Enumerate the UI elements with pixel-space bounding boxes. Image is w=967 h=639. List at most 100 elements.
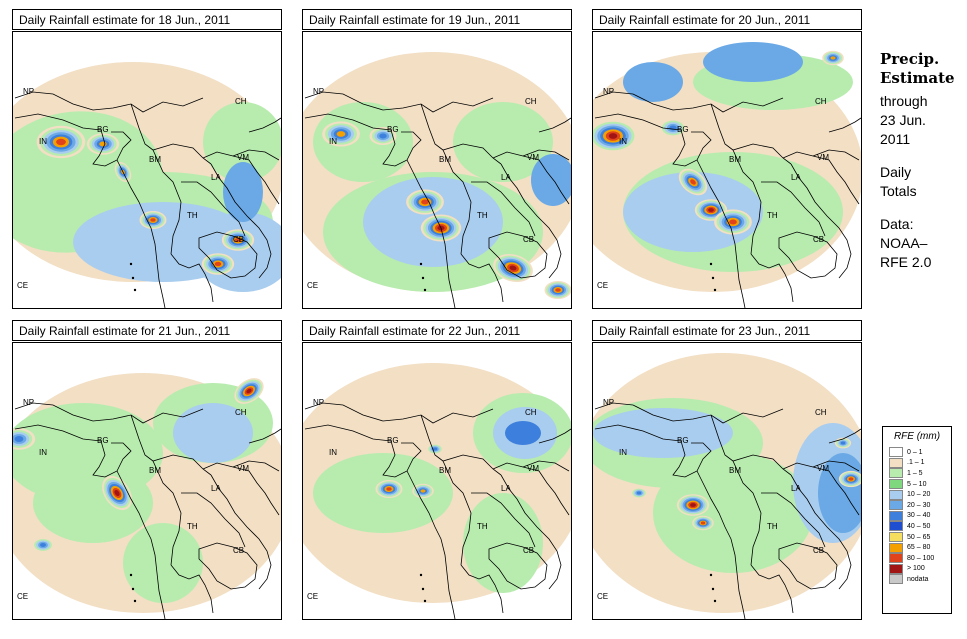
- country-label-la: LA: [501, 173, 511, 182]
- country-label-ce: CE: [307, 592, 318, 601]
- caption-title-line2: Estimate: [880, 69, 955, 87]
- rainfall-map: NP CH IN BG BM VM LA TH CB CE: [12, 31, 282, 309]
- map-panel-23-jun: Daily Rainfall estimate for 23 Jun., 201…: [592, 320, 862, 620]
- country-border: [696, 470, 746, 619]
- country-border: [538, 117, 571, 133]
- country-border: [304, 424, 392, 442]
- country-border: [672, 129, 712, 167]
- country-border: [181, 181, 246, 237]
- country-label-th: TH: [477, 522, 488, 531]
- panel-title: Daily Rainfall estimate for 19 Jun., 201…: [302, 9, 572, 30]
- legend-swatch: [889, 447, 903, 458]
- panel-title: Daily Rainfall estimate for 22 Jun., 201…: [302, 320, 572, 341]
- country-border: [522, 149, 570, 161]
- country-label-vm: VM: [527, 464, 539, 473]
- legend-swatch: [889, 563, 903, 574]
- storm-cell: [848, 477, 854, 481]
- country-border: [782, 151, 860, 205]
- rainfall-map: NP CH IN BG BM VM LA TH CB CE: [302, 342, 572, 620]
- country-border: [790, 163, 852, 279]
- country-label-vm: VM: [527, 153, 539, 162]
- country-border: [202, 151, 280, 205]
- legend-label: 65 – 80: [907, 544, 931, 552]
- country-border: [782, 462, 860, 516]
- country-border: [116, 470, 166, 619]
- caption-date-line1: 23 Jun.: [880, 112, 926, 128]
- storm-cell: [386, 487, 392, 491]
- storm-cell: [114, 489, 120, 497]
- storm-cell: [150, 218, 156, 222]
- island-marker: [709, 573, 713, 577]
- country-border: [210, 474, 272, 590]
- country-label-np: NP: [313, 398, 324, 407]
- legend-swatch: [889, 542, 903, 553]
- rain-area: [593, 408, 733, 458]
- country-label-th: TH: [477, 211, 488, 220]
- country-label-bg: BG: [677, 125, 689, 134]
- country-label-np: NP: [603, 398, 614, 407]
- country-border: [304, 113, 392, 131]
- country-border: [442, 460, 472, 566]
- country-border: [130, 414, 212, 476]
- country-border: [304, 91, 494, 113]
- country-label-np: NP: [313, 87, 324, 96]
- country-label-la: LA: [791, 484, 801, 493]
- country-border: [198, 542, 258, 590]
- caption-through: through: [880, 93, 928, 109]
- legend-row: .1 – 1: [889, 457, 934, 469]
- country-label-in: IN: [329, 448, 337, 457]
- country-border: [522, 460, 570, 472]
- country-label-bm: BM: [149, 155, 161, 164]
- legend-label: .1 – 1: [907, 459, 925, 467]
- country-label-ce: CE: [17, 592, 28, 601]
- country-border: [92, 440, 132, 478]
- island-marker: [423, 599, 427, 603]
- country-label-in: IN: [619, 448, 627, 457]
- country-border: [460, 253, 504, 303]
- country-border: [14, 113, 102, 131]
- storm-cell: [830, 56, 836, 60]
- country-border: [181, 492, 246, 548]
- country-border: [750, 564, 794, 614]
- country-label-ch: CH: [525, 408, 537, 417]
- storm-cell: [379, 133, 387, 139]
- country-border: [672, 440, 712, 478]
- legend-row: 50 – 65: [889, 532, 934, 543]
- legend-swatch: [889, 574, 903, 585]
- legend-label: 10 – 20: [907, 491, 931, 499]
- storm-cell: [509, 265, 517, 271]
- island-marker: [423, 288, 427, 292]
- map-panel-19-jun: Daily Rainfall estimate for 19 Jun., 201…: [302, 9, 572, 309]
- country-label-vm: VM: [817, 464, 829, 473]
- country-border: [198, 231, 258, 279]
- island-marker: [133, 599, 137, 603]
- island-marker: [129, 262, 133, 266]
- country-border: [248, 117, 281, 133]
- storm-cell: [690, 503, 696, 507]
- storm-cell: [56, 138, 66, 146]
- caption-daily-line1: Daily: [880, 164, 912, 180]
- country-label-in: IN: [39, 137, 47, 146]
- country-border: [471, 492, 536, 548]
- country-label-ch: CH: [235, 97, 247, 106]
- island-marker: [131, 276, 135, 280]
- country-border: [471, 181, 536, 237]
- country-border: [710, 414, 792, 476]
- country-label-np: NP: [603, 87, 614, 96]
- storm-cell: [336, 131, 346, 137]
- country-border: [170, 253, 214, 303]
- legend-swatch: [889, 521, 903, 532]
- storm-cell: [99, 141, 107, 147]
- legend-row: 30 – 40: [889, 510, 934, 522]
- legend-title: RFE (mm): [893, 431, 941, 442]
- country-border: [750, 253, 794, 303]
- caption-date-line2: 2011: [880, 131, 911, 147]
- country-border: [14, 402, 204, 424]
- rain-area: [453, 102, 553, 182]
- country-border: [304, 402, 494, 424]
- panel-title: Daily Rainfall estimate for 23 Jun., 201…: [592, 320, 862, 341]
- country-label-bg: BG: [387, 436, 399, 445]
- country-border: [696, 159, 746, 308]
- country-label-np: NP: [23, 87, 34, 96]
- legend-swatch: [889, 457, 903, 468]
